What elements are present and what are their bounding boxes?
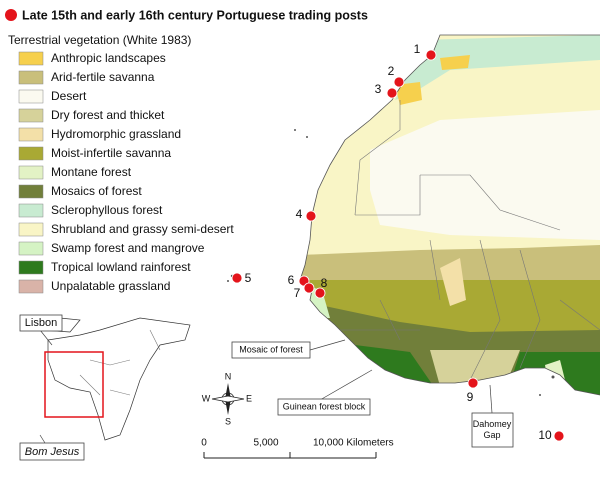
veg-area bbox=[440, 55, 470, 70]
veg-area bbox=[440, 258, 466, 306]
vegetation bbox=[300, 35, 600, 395]
scale-label: 0 bbox=[201, 438, 207, 449]
site-label: 3 bbox=[375, 82, 382, 96]
legend-label: Arid-fertile savanna bbox=[51, 70, 155, 84]
site-label: 7 bbox=[294, 286, 301, 300]
site-marker bbox=[314, 287, 326, 299]
legend-label: Moist-infertile savanna bbox=[51, 146, 171, 160]
site-label: 2 bbox=[388, 64, 395, 78]
site-label: 1 bbox=[414, 42, 421, 56]
site-marker bbox=[425, 49, 437, 61]
callout: Guinean forest block bbox=[283, 401, 366, 411]
legend-swatch bbox=[18, 222, 44, 237]
compass-label: W bbox=[202, 393, 211, 403]
site-label: 9 bbox=[467, 390, 474, 404]
legend-label: Unpalatable grassland bbox=[51, 279, 170, 293]
legend-swatch bbox=[18, 165, 44, 180]
legend-label: Shrubland and grassy semi-desert bbox=[51, 222, 234, 236]
scale-label: 5,000 bbox=[253, 438, 278, 449]
legend-label: Mosaics of forest bbox=[51, 184, 142, 198]
legend-swatch bbox=[18, 127, 44, 142]
legend-label: Hydromorphic grassland bbox=[51, 127, 181, 141]
site-marker bbox=[305, 210, 317, 222]
legend-swatch bbox=[18, 89, 44, 104]
legend-label: Tropical lowland rainforest bbox=[51, 260, 191, 274]
site-label: 4 bbox=[296, 207, 303, 221]
inset-borders bbox=[79, 329, 161, 396]
legend-swatch bbox=[18, 203, 44, 218]
callouts: Mosaic of forest Guinean forest block Da… bbox=[231, 339, 514, 448]
site-marker bbox=[393, 76, 405, 88]
legend-label: Swamp forest and mangrove bbox=[51, 241, 205, 255]
coastline bbox=[299, 34, 600, 396]
map-title: Late 15th and early 16th century Portugu… bbox=[22, 8, 368, 22]
legend-swatch bbox=[18, 279, 44, 294]
site-label: 6 bbox=[288, 273, 295, 287]
veg-area bbox=[370, 110, 600, 240]
site-marker bbox=[553, 430, 565, 442]
country-borders bbox=[340, 100, 600, 381]
title-marker bbox=[5, 9, 17, 21]
site-marker bbox=[231, 272, 243, 284]
legend-swatch bbox=[18, 260, 44, 275]
site-marker bbox=[467, 377, 479, 389]
compass: N S E W bbox=[202, 371, 252, 426]
legend-label: Desert bbox=[51, 89, 87, 103]
veg-area bbox=[395, 35, 600, 100]
legend-title: Terrestrial vegetation (White 1983) bbox=[8, 33, 191, 47]
site-label: 10 bbox=[538, 428, 552, 442]
legend-label: Anthropic landscapes bbox=[51, 51, 166, 65]
inset: Lisbon Bom Jesus bbox=[19, 314, 191, 461]
legend-swatch bbox=[18, 146, 44, 161]
site-marker bbox=[386, 87, 398, 99]
legend-swatch bbox=[18, 108, 44, 123]
legend-label: Montane forest bbox=[51, 165, 132, 179]
inset-land bbox=[38, 317, 191, 441]
legend-swatch bbox=[18, 70, 44, 85]
legend-swatch bbox=[18, 51, 44, 66]
compass-label: S bbox=[225, 416, 231, 426]
site-marker bbox=[303, 282, 315, 294]
site-label: 8 bbox=[321, 276, 328, 290]
inset-extent bbox=[44, 351, 104, 418]
inset-label: Bom Jesus bbox=[25, 446, 80, 458]
legend-swatch bbox=[18, 184, 44, 199]
compass-label: E bbox=[246, 393, 252, 403]
veg-area bbox=[395, 82, 422, 105]
scale-bar: 0 5,000 10,000 Kilometers bbox=[201, 438, 394, 459]
callout: Dahomey Gap bbox=[473, 419, 512, 440]
compass-label: N bbox=[225, 371, 232, 381]
site-label: 5 bbox=[245, 271, 252, 285]
callout: Mosaic of forest bbox=[239, 344, 303, 354]
legend: Anthropic landscapes Arid-fertile savanna… bbox=[18, 51, 234, 294]
legend-label: Sclerophyllous forest bbox=[51, 203, 163, 217]
legend-label: Dry forest and thicket bbox=[51, 108, 165, 122]
scale-label: 10,000 Kilometers bbox=[313, 438, 394, 449]
inset-label: Lisbon bbox=[25, 317, 57, 329]
legend-swatch bbox=[18, 241, 44, 256]
